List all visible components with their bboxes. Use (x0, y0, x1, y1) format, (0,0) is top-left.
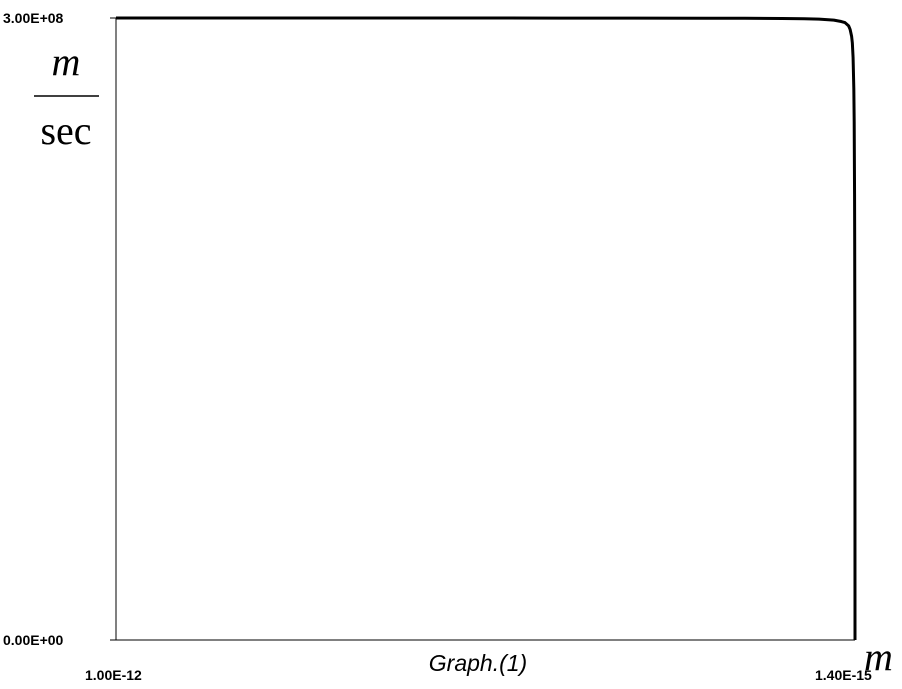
y-unit-denominator: sec (40, 108, 91, 153)
series-line-0 (115, 16, 857, 641)
x-tick-label-left: 1.00E-12 (85, 667, 142, 683)
chart-caption: Graph.(1) (429, 650, 527, 676)
y-tick-label-top: 3.00E+08 (3, 10, 64, 26)
series-layer (115, 16, 857, 641)
y-tick-label-bottom: 0.00E+00 (3, 632, 64, 648)
x-tick-label-right: 1.40E-15 (815, 667, 872, 683)
x-unit-label: m (864, 634, 893, 679)
y-unit-numerator: m (52, 39, 81, 84)
